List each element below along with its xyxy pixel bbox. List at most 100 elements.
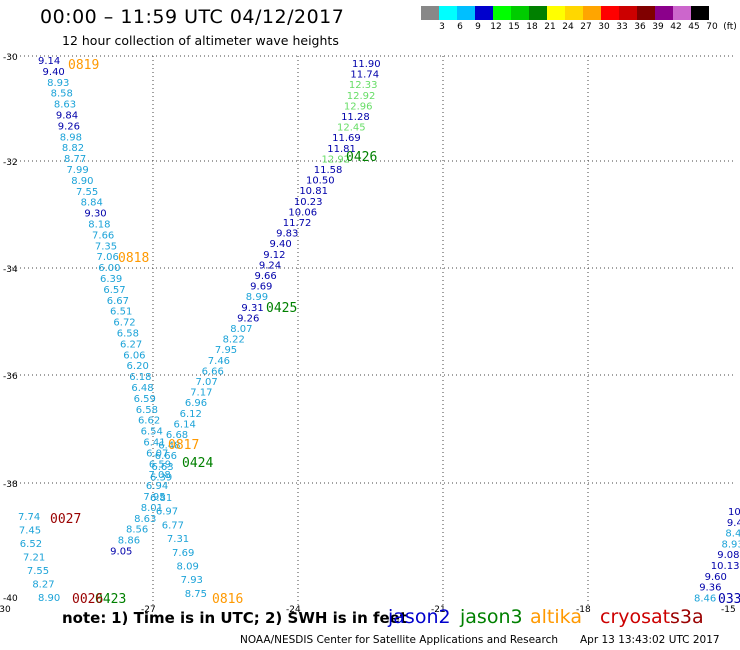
wave-height-value: 11.69 [332, 133, 361, 144]
wave-height-value: 8.63 [54, 100, 76, 111]
note-text: 1) Time is in UTC; 2) SWH is in feet [111, 609, 408, 627]
legend-swatch [421, 6, 439, 20]
axis-ticks: -30-32-34-36-38-40-30-27-24-21-18-15 [0, 53, 736, 615]
wave-height-value: 9.30 [84, 209, 106, 220]
track-time-label: 0424 [182, 456, 213, 471]
track-time-label: 0027 [50, 512, 81, 527]
wave-height-value: 8.86 [118, 536, 140, 547]
wave-height-value: 7.74 [18, 512, 40, 523]
wave-height-value: 6.48 [131, 383, 153, 394]
wave-height-value: 6.68 [166, 430, 188, 441]
legend-bin-label: 6 [457, 22, 463, 32]
legend-swatch [637, 6, 655, 20]
wave-height-value: 7.69 [172, 548, 194, 559]
wave-height-value: 7.55 [27, 566, 49, 577]
lat-lon-grid [8, 55, 733, 605]
track-time-label: 0423 [95, 592, 126, 607]
track-time-label: 033 [718, 592, 740, 607]
wave-height-value: 10.81 [299, 186, 328, 197]
latitude-tick-label: -40 [3, 594, 18, 604]
wave-height-value: 12.92 [347, 91, 376, 102]
wave-height-value: 6.51 [110, 307, 132, 318]
wave-height-value: 7.35 [95, 241, 117, 252]
wave-height-value: 11.90 [352, 59, 381, 70]
longitude-tick-label: -24 [286, 605, 301, 615]
legend-swatch [619, 6, 637, 20]
wave-height-value: 8.90 [38, 593, 60, 604]
wave-height-value: 11.81 [327, 144, 356, 155]
legend-swatch [601, 6, 619, 20]
legend-swatch [511, 6, 529, 20]
wave-height-value: 9.60 [705, 572, 727, 583]
wave-height-value: 7.45 [19, 526, 41, 537]
wave-height-value: 8.18 [88, 220, 110, 231]
wave-height-value: 9.40 [270, 239, 292, 250]
longitude-tick-label: -27 [141, 605, 156, 615]
wave-height-value: 6.62 [138, 416, 160, 427]
wave-height-value: 6.67 [107, 296, 129, 307]
legend-bin-label: 45 [688, 22, 700, 32]
wave-height-value: 8.4 [725, 529, 740, 540]
wave-height-value: 6.72 [113, 318, 135, 329]
wave-height-value: 9.36 [699, 583, 721, 594]
legend-bin-label: 3 [439, 22, 445, 32]
wave-height-value: 7.46 [208, 356, 230, 367]
legend-unit: (ft) [723, 22, 737, 32]
wave-height-value: 6.59 [149, 459, 171, 470]
satellite-name: cryosat [600, 606, 671, 628]
longitude-tick-label: -21 [431, 605, 446, 615]
wave-height-value: 7.17 [190, 388, 212, 399]
wave-height-value: 7.55 [76, 187, 98, 198]
wave-height-value: 7.93 [181, 575, 203, 586]
wave-height-value: 8.56 [126, 525, 148, 536]
wave-height-value: 6.77 [162, 520, 184, 531]
wave-height-tracks: 9.149.408.938.588.639.849.268.988.828.77… [18, 56, 740, 604]
wave-height-value: 11.72 [283, 218, 312, 229]
wave-height-value: 6.54 [141, 427, 163, 438]
longitude-tick-label: -15 [721, 605, 736, 615]
altimeter-track: 11.9011.7412.3312.9212.9611.2812.4511.69… [150, 59, 381, 483]
legend-bin-label: 39 [652, 22, 664, 32]
wave-height-value: 7.95 [215, 345, 237, 356]
wave-height-value: 8.09 [177, 562, 199, 573]
latitude-tick-label: -34 [3, 265, 18, 275]
wave-height-value: 6.18 [129, 372, 151, 383]
altimeter-track: 7.74 7.45 6.52 7.21 7.55 8.27 8.90 [18, 512, 60, 604]
generated-timestamp: Apr 13 13:43:02 UTC 2017 [580, 634, 720, 646]
wave-height-value: 7.21 [23, 553, 45, 564]
wave-height-value: 9.40 [43, 67, 65, 78]
wave-height-value: 7.06 [97, 252, 119, 263]
wave-height-value: 7.66 [92, 230, 114, 241]
wave-height-value: 10.50 [306, 176, 335, 187]
wave-height-value: 8.46 [694, 593, 716, 604]
note-prefix: note: [62, 609, 107, 627]
wave-height-value: 8.58 [51, 89, 73, 100]
wave-height-value: 8.90 [71, 176, 93, 187]
wave-height-value: 6.57 [103, 285, 125, 296]
legend-bin-label: 12 [490, 22, 502, 32]
legend-bin-label: 18 [526, 22, 538, 32]
wave-height-value: 10 [728, 507, 740, 518]
wave-height-value: 11.28 [341, 112, 370, 123]
satellite-name: altika [530, 606, 582, 628]
credit-line: NOAA/NESDIS Center for Satellite Applica… [240, 634, 558, 646]
legend-swatch [439, 6, 457, 20]
legend-bin-label: 9 [475, 22, 481, 32]
legend-swatch [493, 6, 511, 20]
wave-height-value: 6.97 [156, 507, 178, 518]
altimeter-track: 9.149.408.938.588.639.849.268.988.828.77… [38, 56, 171, 558]
wave-height-value: 8.63 [134, 514, 156, 525]
wave-height-value: 9.08 [717, 550, 739, 561]
wave-height-value: 9.69 [250, 282, 272, 293]
legend-swatch [547, 6, 565, 20]
satellite-name: jason3 [460, 606, 523, 628]
wave-height-value: 8.75 [185, 589, 207, 600]
wave-height-value: 6.12 [180, 409, 202, 420]
wave-height-value: 10.06 [288, 207, 317, 218]
legend-bin-label: 15 [508, 22, 520, 32]
wave-height-value: 9.4 [727, 518, 740, 529]
wave-height-value: 6.41 [143, 438, 165, 449]
wave-height-value: 6.94 [146, 481, 168, 492]
wave-height-value: 8.93 [721, 539, 740, 550]
satellite-name: s3a [670, 606, 704, 628]
